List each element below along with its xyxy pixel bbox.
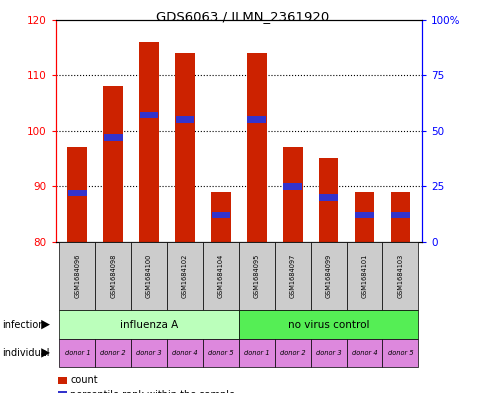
Text: no virus control: no virus control: [287, 320, 369, 330]
Text: count: count: [70, 375, 98, 386]
Text: GSM1684095: GSM1684095: [253, 254, 259, 298]
Text: donor 5: donor 5: [387, 350, 412, 356]
Text: GSM1684100: GSM1684100: [146, 254, 152, 298]
Bar: [354, 212, 373, 219]
Text: percentile rank within the sample: percentile rank within the sample: [70, 389, 235, 393]
Text: donor 1: donor 1: [243, 350, 269, 356]
Bar: [68, 189, 87, 196]
Bar: [139, 42, 159, 242]
Text: GSM1684096: GSM1684096: [74, 254, 80, 298]
Text: donor 3: donor 3: [136, 350, 162, 356]
Bar: [104, 134, 122, 141]
Text: GSM1684102: GSM1684102: [182, 254, 188, 298]
Bar: [390, 192, 409, 242]
Text: donor 1: donor 1: [64, 350, 90, 356]
Bar: [246, 53, 266, 242]
Text: individual: individual: [2, 348, 50, 358]
Text: donor 2: donor 2: [100, 350, 126, 356]
Text: GSM1684099: GSM1684099: [325, 254, 331, 298]
Bar: [283, 183, 302, 189]
Text: infection: infection: [2, 320, 45, 330]
Text: influenza A: influenza A: [120, 320, 178, 330]
Text: donor 4: donor 4: [172, 350, 197, 356]
Bar: [318, 194, 337, 200]
Text: GSM1684097: GSM1684097: [289, 254, 295, 298]
Bar: [247, 116, 266, 123]
Bar: [175, 53, 195, 242]
Bar: [175, 116, 194, 123]
Bar: [318, 158, 338, 242]
Text: donor 5: donor 5: [208, 350, 233, 356]
Text: donor 4: donor 4: [351, 350, 377, 356]
Text: GSM1684098: GSM1684098: [110, 254, 116, 298]
Text: GSM1684101: GSM1684101: [361, 254, 367, 298]
Text: donor 2: donor 2: [279, 350, 305, 356]
Text: GDS6063 / ILMN_2361920: GDS6063 / ILMN_2361920: [155, 10, 329, 23]
Bar: [282, 147, 302, 242]
Bar: [354, 192, 374, 242]
Bar: [211, 192, 230, 242]
Bar: [103, 86, 123, 242]
Text: donor 3: donor 3: [315, 350, 341, 356]
Bar: [211, 212, 230, 219]
Bar: [139, 112, 158, 118]
Text: GSM1684103: GSM1684103: [396, 254, 403, 298]
Bar: [390, 212, 409, 219]
Text: GSM1684104: GSM1684104: [217, 254, 224, 298]
Bar: [67, 147, 87, 242]
